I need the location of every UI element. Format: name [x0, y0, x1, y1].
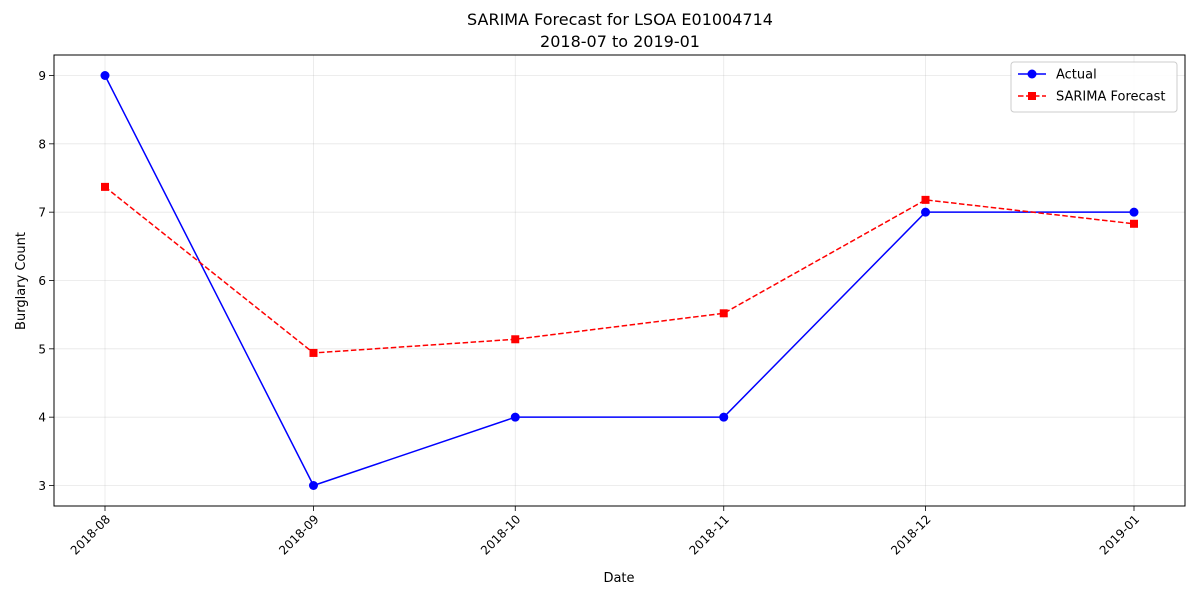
y-tick-label: 8 — [38, 137, 46, 151]
legend-actual-marker — [1027, 69, 1037, 79]
sarima-forecast-series-line — [104, 186, 1135, 354]
actual-marker — [100, 71, 110, 80]
legend: Actual SARIMA Forecast — [1010, 61, 1178, 113]
y-tick-label: 7 — [38, 206, 46, 220]
legend-box — [1010, 61, 1178, 113]
y-tick-label: 3 — [38, 479, 46, 493]
actual-marker — [510, 412, 520, 422]
axis-ticks: 2018-08 2018-09 2018-10 2018-11 2018-12 2019-… — [38, 69, 1142, 558]
series-layer — [100, 71, 1139, 490]
sarima-forecast-marker — [309, 348, 318, 357]
sarima-forecast-marker — [511, 335, 520, 344]
x-tick-label: 2018-08 — [68, 512, 113, 557]
sarima-forecast-marker — [101, 182, 109, 191]
actual-marker — [1129, 207, 1139, 217]
sarima-forecast-marker — [719, 309, 728, 318]
chart-subtitle: 2018-07 to 2019-01 — [540, 32, 700, 51]
x-axis-label: Date — [603, 571, 634, 586]
y-tick-label: 6 — [38, 274, 46, 288]
x-tick-label: 2018-12 — [888, 512, 933, 557]
sarima-forecast-marker — [921, 195, 930, 204]
actual-marker — [308, 481, 318, 490]
actual-marker — [921, 207, 931, 217]
sarima-forecast-marker — [1130, 219, 1138, 228]
legend-actual-label: Actual — [1056, 68, 1097, 83]
y-tick-label: 4 — [38, 411, 46, 425]
chart-title: SARIMA Forecast for LSOA E01004714 — [467, 10, 773, 29]
legend-forecast-label: SARIMA Forecast — [1056, 90, 1166, 105]
x-tick-label: 2018-09 — [276, 512, 321, 557]
x-tick-label: 2018-11 — [687, 512, 732, 557]
y-tick-label: 9 — [38, 69, 46, 83]
x-tick-label: 2019-01 — [1097, 512, 1142, 557]
y-axis-label: Burglary Count — [14, 232, 29, 330]
legend-forecast-marker — [1028, 92, 1036, 100]
x-tick-label: 2018-10 — [478, 512, 523, 557]
y-tick-label: 5 — [38, 342, 46, 356]
grid — [54, 55, 1185, 506]
actual-marker — [719, 412, 729, 422]
actual-series-line — [104, 75, 1134, 487]
